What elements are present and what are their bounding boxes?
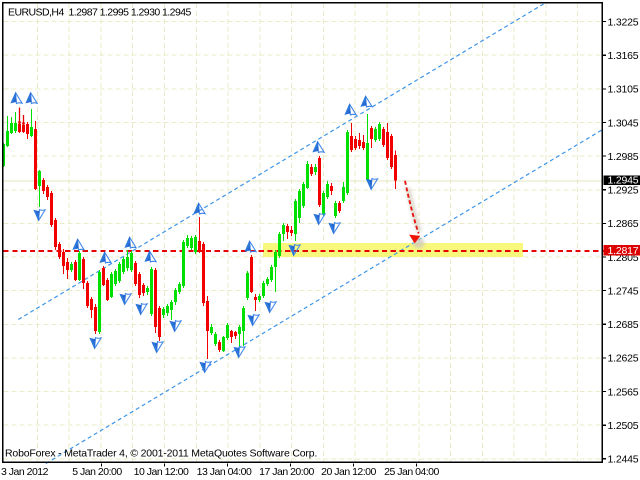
svg-text:1.2745: 1.2745	[608, 285, 639, 297]
svg-text:1.2985: 1.2985	[608, 151, 639, 163]
svg-text:1.2685: 1.2685	[608, 319, 639, 331]
svg-text:1.2625: 1.2625	[608, 353, 639, 365]
svg-text:1.2445: 1.2445	[608, 454, 639, 466]
svg-text:1.2945: 1.2945	[608, 174, 639, 186]
svg-text:EURUSD,H4 1.2987 1.2995 1.293: EURUSD,H4 1.2987 1.2995 1.2930 1.2945	[8, 7, 192, 19]
svg-text:RoboForex - MetaTrader 4, © 20: RoboForex - MetaTrader 4, © 2001-2011 Me…	[5, 448, 317, 460]
svg-text:10 Jan 12:00: 10 Jan 12:00	[134, 466, 189, 478]
svg-text:5 Jan 20:00: 5 Jan 20:00	[72, 466, 122, 478]
svg-text:1.3045: 1.3045	[608, 117, 639, 129]
svg-text:20 Jan 12:00: 20 Jan 12:00	[321, 466, 376, 478]
svg-text:1.2817: 1.2817	[608, 245, 639, 257]
svg-text:1.3165: 1.3165	[608, 50, 639, 62]
svg-text:1.2565: 1.2565	[608, 386, 639, 398]
svg-text:17 Jan 20:00: 17 Jan 20:00	[259, 466, 314, 478]
svg-text:1.2865: 1.2865	[608, 218, 639, 230]
svg-text:1.3225: 1.3225	[608, 16, 639, 28]
svg-text:3 Jan 2012: 3 Jan 2012	[1, 466, 49, 478]
svg-text:1.3105: 1.3105	[608, 84, 639, 96]
svg-text:1.2925: 1.2925	[608, 185, 639, 197]
svg-text:25 Jan 04:00: 25 Jan 04:00	[384, 466, 439, 478]
svg-text:1.2505: 1.2505	[608, 420, 639, 432]
svg-text:13 Jan 04:00: 13 Jan 04:00	[197, 466, 252, 478]
